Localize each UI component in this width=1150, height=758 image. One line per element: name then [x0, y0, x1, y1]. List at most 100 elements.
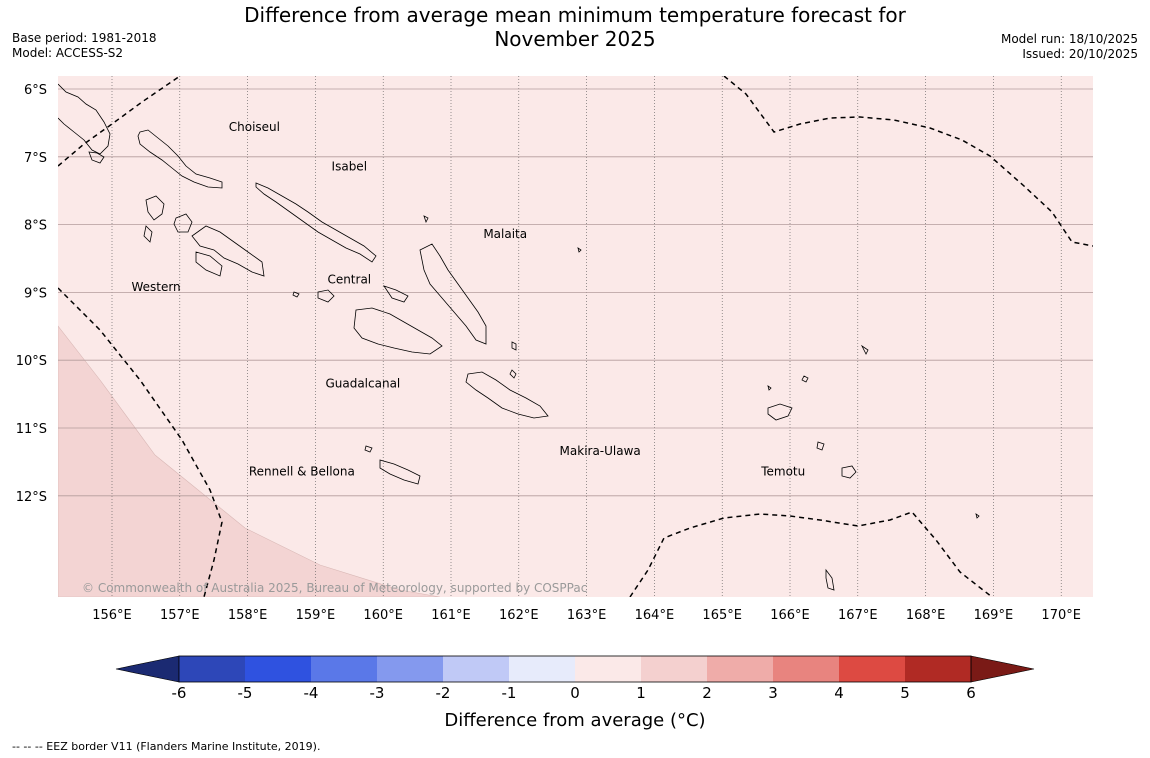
- colorbar-segment: [905, 656, 971, 682]
- tikopia-island: [975, 513, 980, 519]
- province-label-temotu: Temotu: [760, 464, 805, 478]
- colorbar-segment: [443, 656, 509, 682]
- longitude-label: 157°E: [160, 608, 200, 623]
- longitude-label: 160°E: [363, 608, 403, 623]
- colorbar-tick-label: 6: [966, 684, 976, 702]
- makira-island: [465, 371, 549, 419]
- base-period: Base period: 1981-2018: [12, 31, 157, 45]
- colorbar-tick-label: -5: [237, 684, 253, 702]
- islands: [58, 83, 980, 591]
- colorbar-frame: [178, 655, 972, 683]
- longitude-label: 168°E: [906, 608, 946, 623]
- sikaiana-atoll: [423, 215, 429, 224]
- eez-border-north-east: [723, 76, 1093, 247]
- eez-legend: -- -- -- EEZ border V11 (Flanders Marine…: [12, 740, 321, 753]
- longitude-label: 162°E: [499, 608, 539, 623]
- province-label-central: Central: [327, 273, 371, 287]
- colorbar-segment: [179, 656, 245, 682]
- eez-border-south-west: [58, 287, 223, 597]
- copyright-notice: © Commonwealth of Australia 2025, Bureau…: [82, 581, 587, 595]
- colorbar-segment: [575, 656, 641, 682]
- chart-title: Difference from average mean minimum tem…: [200, 3, 950, 51]
- colorbar-tick-label: -2: [435, 684, 451, 702]
- longitude-label: 164°E: [635, 608, 675, 623]
- province-label-guadalcanal: Guadalcanal: [325, 376, 400, 390]
- eez-border-south-east: [629, 511, 993, 597]
- longitude-label: 158°E: [228, 608, 268, 623]
- longitude-labels: 156°E 157°E 158°E 159°E 160°E 161°E 162°E 163°E…: [92, 608, 1081, 623]
- florida-islands: [317, 285, 409, 303]
- latitude-label: 8°S: [24, 219, 47, 234]
- province-label-choiseul: Choiseul: [229, 120, 280, 134]
- meta-right: Model run: 18/10/2025 Issued: 20/10/2025: [1001, 32, 1138, 62]
- new-georgia-island: [191, 225, 265, 277]
- ulawa-island: [509, 369, 517, 379]
- bougainville-outlet: [88, 151, 105, 164]
- isabel-island: [255, 182, 377, 263]
- anuta-island: [825, 568, 835, 591]
- title-line-1: Difference from average mean minimum tem…: [244, 3, 906, 27]
- colorbar-tick-label: 1: [636, 684, 646, 702]
- santa-cruz-island: [767, 403, 793, 421]
- colorbar-tick-label: 5: [900, 684, 910, 702]
- utupua-island: [816, 441, 825, 451]
- rendova-island: [195, 251, 223, 277]
- longitude-label: 166°E: [770, 608, 810, 623]
- map-background: [58, 76, 1093, 597]
- longitude-label: 170°E: [1041, 608, 1081, 623]
- longitude-label: 159°E: [296, 608, 336, 623]
- province-label-western: Western: [131, 280, 180, 294]
- colorbar-arrow-low: [115, 655, 180, 683]
- latitude-label: 6°S: [24, 83, 47, 98]
- longitude-label: 169°E: [974, 608, 1014, 623]
- model-name: Model: ACCESS-S2: [12, 46, 124, 60]
- graticule: [58, 76, 1093, 597]
- meta-left: Base period: 1981-2018 Model: ACCESS-S2: [12, 31, 157, 61]
- issued-date: Issued: 20/10/2025: [1022, 47, 1138, 61]
- colorbar-ticks: -6 -5 -4 -3 -2 -1 0 1 2 3 4 5 6: [0, 684, 1150, 704]
- colorbar-tick-label: 2: [702, 684, 712, 702]
- colorbar-segment: [707, 656, 773, 682]
- bougainville-island: [58, 83, 111, 155]
- eez-border: [58, 76, 1093, 597]
- province-label-makira-ulawa: Makira-Ulawa: [560, 444, 641, 458]
- russell-islands: [292, 291, 300, 298]
- choiseul-island: [137, 129, 223, 189]
- colorbar-tick-label: -6: [171, 684, 187, 702]
- colorbar: [115, 655, 1035, 683]
- province-labels: Choiseul Isabel Malaita Western Central Guada…: [131, 120, 805, 478]
- colorbar-segment: [245, 656, 311, 682]
- reef-islands: [767, 375, 809, 391]
- guadalcanal-island: [353, 307, 443, 355]
- warm-anomaly-zone: [58, 325, 441, 597]
- longitude-label: 163°E: [567, 608, 607, 623]
- rennell-island: [379, 459, 421, 485]
- colorbar-arrow-high: [970, 655, 1035, 683]
- latitude-labels: 6°S 7°S 8°S 9°S 10°S 11°S 12°S: [16, 83, 47, 505]
- ranongga-island: [143, 225, 153, 243]
- colorbar-tick-label: -3: [369, 684, 385, 702]
- latitude-label: 10°S: [16, 354, 47, 369]
- vanikoro-island: [841, 465, 857, 479]
- eez-border-north-west: [58, 76, 181, 167]
- colorbar-tick-label: 4: [834, 684, 844, 702]
- duff-islands: [860, 344, 869, 355]
- ontong-java-atoll: [577, 247, 582, 253]
- colorbar-segment: [641, 656, 707, 682]
- latitude-label: 12°S: [16, 490, 47, 505]
- bellona-island: [364, 445, 373, 453]
- small-malaita-island: [511, 341, 517, 351]
- colorbar-tick-label: 0: [570, 684, 580, 702]
- latitude-label: 7°S: [24, 151, 47, 166]
- colorbar-segment: [509, 656, 575, 682]
- province-label-isabel: Isabel: [332, 159, 367, 173]
- latitude-label: 11°S: [16, 422, 47, 437]
- vella-lavella-island: [145, 195, 165, 221]
- province-label-malaita: Malaita: [483, 227, 527, 241]
- title-line-2: November 2025: [494, 27, 656, 51]
- longitude-label: 161°E: [431, 608, 471, 623]
- kolombangara-island: [173, 213, 193, 233]
- colorbar-segment: [311, 656, 377, 682]
- longitude-label: 156°E: [92, 608, 132, 623]
